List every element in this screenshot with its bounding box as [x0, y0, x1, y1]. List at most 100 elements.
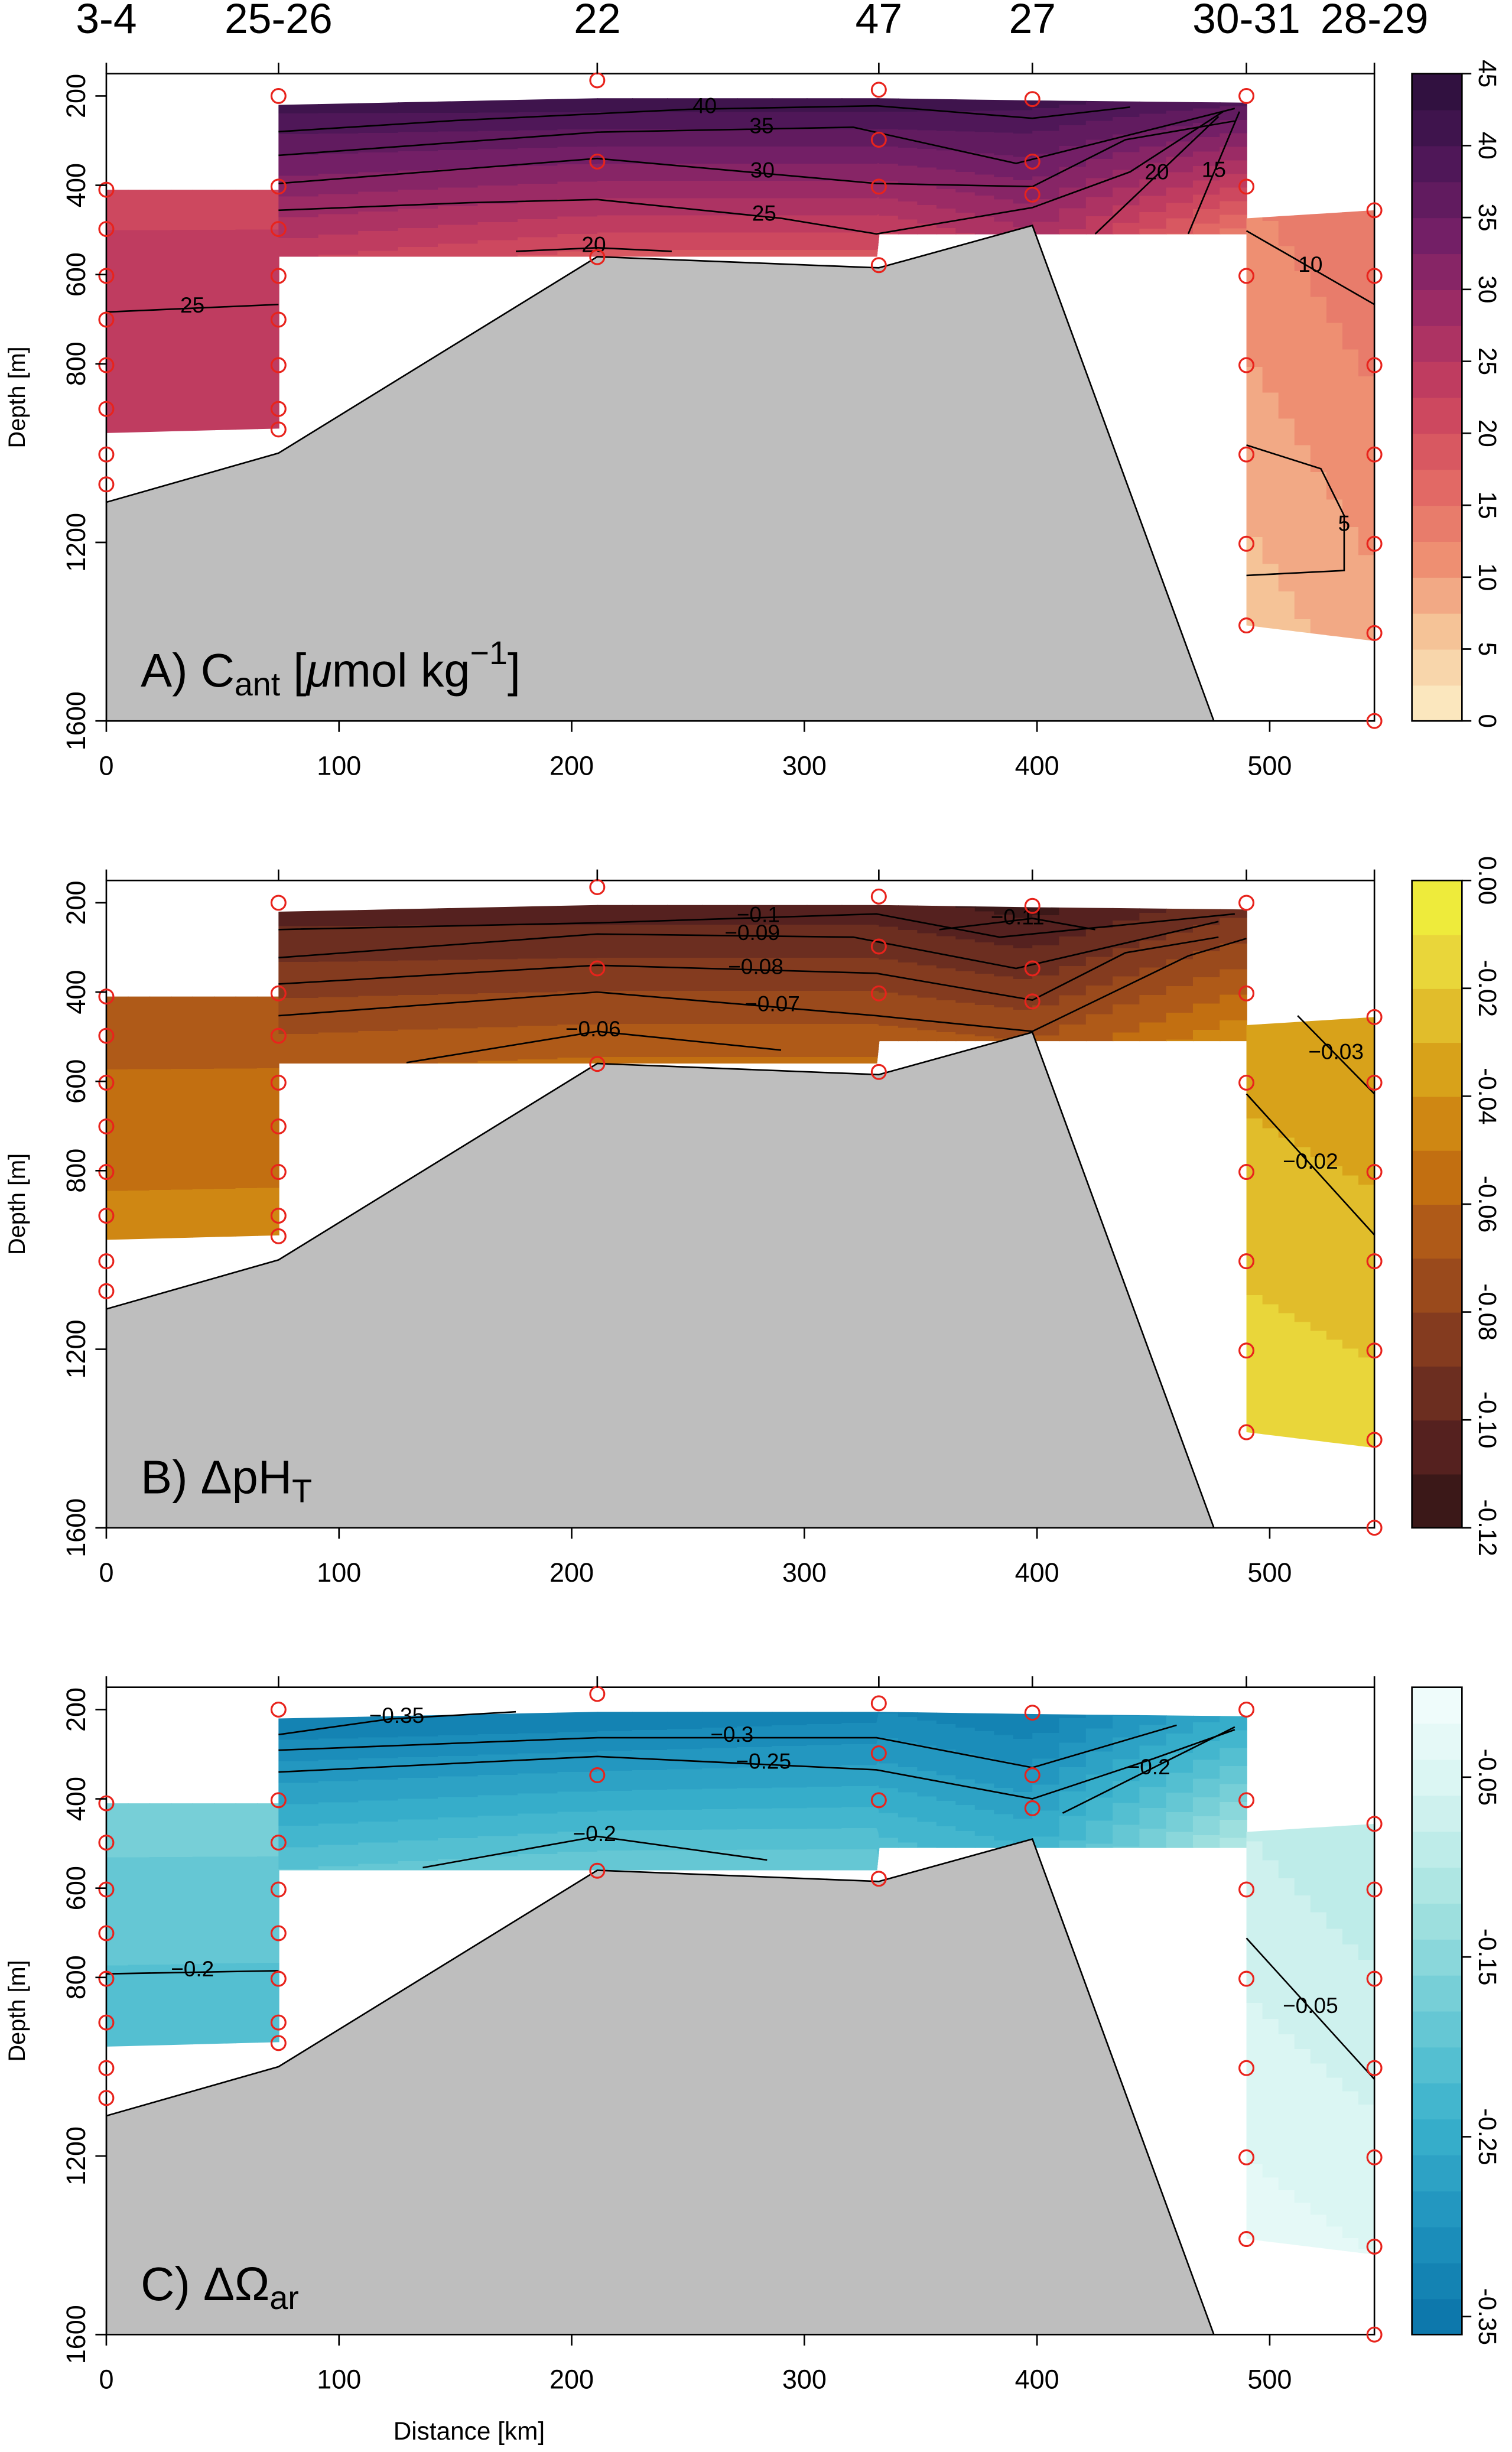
sample-point [270, 1792, 287, 1809]
y-tick-label: 200 [61, 74, 91, 118]
field-strip [128, 996, 151, 1240]
field-strip [477, 906, 519, 1064]
field-strip [517, 1712, 558, 1871]
sample-point [1366, 625, 1383, 641]
field-strip [737, 905, 773, 1064]
field-strip [1059, 1714, 1087, 1848]
colorbar-bin [1412, 1420, 1462, 1475]
field-strip [318, 1716, 359, 1871]
sample-point [98, 268, 115, 284]
sample-point [270, 421, 287, 438]
field-strip [994, 1713, 1014, 1848]
field-region [278, 905, 1247, 1064]
sample-point [270, 1228, 287, 1244]
sample-point [98, 446, 115, 463]
sample-point [589, 154, 606, 170]
colorbar-bin [1412, 1096, 1462, 1151]
y-tick-label: 800 [61, 342, 91, 386]
field-strip [1013, 1713, 1033, 1848]
colorbar-tick-label: -0.15 [1474, 1929, 1501, 1985]
field-strip [171, 1803, 193, 2045]
field-strip [398, 101, 439, 257]
colorbar-frame [1411, 1686, 1463, 2336]
colorbar-tick-label: 40 [1474, 132, 1501, 160]
plot-frame [105, 879, 1376, 1529]
field-strip [1085, 1714, 1114, 1848]
sample-point [98, 181, 115, 198]
sample-point [870, 178, 887, 195]
field-strip [192, 1803, 215, 2045]
colorbar-bin [1412, 2190, 1462, 2227]
colorbar-bin [1412, 325, 1462, 362]
colorbar-tick-label: -0.35 [1474, 2288, 1501, 2345]
contour-line [278, 938, 1247, 1032]
y-axis-title: Depth [m] [4, 346, 30, 448]
x-tick-label: 0 [99, 751, 113, 781]
x-tick-label: 100 [317, 1557, 361, 1588]
sample-point [589, 1862, 606, 1879]
sample-point [870, 257, 887, 274]
contour-label: −0.35 [369, 1703, 425, 1728]
contour-label: −0.2 [1127, 1754, 1170, 1779]
sample-point [98, 221, 115, 238]
field-strip [278, 910, 320, 1064]
field-strip [1326, 212, 1344, 638]
sample-point [1366, 2238, 1383, 2255]
colorbar-bin [1412, 2083, 1462, 2120]
sample-point [98, 1027, 115, 1044]
colorbar-bin [1412, 685, 1462, 722]
sample-point [870, 938, 887, 955]
colorbar-bin [1412, 1939, 1462, 1976]
sample-point [98, 1074, 115, 1091]
x-tick-label: 300 [782, 1557, 827, 1588]
colorbar-tick-label: 0.00 [1474, 856, 1501, 905]
field-strip [1278, 1829, 1296, 2245]
sample-point [270, 2035, 287, 2051]
sample-point [589, 879, 606, 895]
sample-point [1238, 1424, 1255, 1440]
field-strip [841, 98, 877, 257]
bathymetry [106, 1838, 1215, 2335]
sample-point [589, 960, 606, 977]
field-strip [171, 190, 193, 432]
field-region [106, 1803, 279, 2047]
sample-point [98, 357, 115, 373]
x-tick-label: 100 [317, 2365, 361, 2395]
colorbar-tick-label: 15 [1474, 491, 1501, 519]
panel: −0.11 −0.1−0.09 −0.08 −0.07 −0.06 −0.03 −0.02 0… [4, 856, 1501, 1588]
sample-point [589, 1767, 606, 1784]
colorbar-bin [1412, 649, 1462, 686]
colorbar-bin [1412, 1903, 1462, 1940]
field-region [278, 98, 1247, 257]
y-tick-label: 1200 [61, 2126, 91, 2186]
field-strip [214, 1803, 236, 2044]
colorbar-bin [1412, 1365, 1462, 1421]
field-strip [737, 1712, 773, 1871]
sample-point [1024, 993, 1040, 1010]
field-strip [278, 104, 320, 257]
contour-label: 20 [1144, 160, 1169, 184]
field-strip [235, 1803, 258, 2044]
colorbar-bin [1412, 469, 1462, 506]
panel-label-part: μ [305, 644, 332, 697]
field-region [278, 1712, 1247, 1871]
field-strip [936, 906, 957, 1042]
y-tick-label: 400 [61, 1777, 91, 1821]
contour-label: 25 [752, 201, 776, 226]
field-strip [936, 99, 957, 235]
colorbar-bin [1412, 934, 1462, 989]
x-tick-label: 100 [317, 751, 361, 781]
field-strip [477, 100, 519, 257]
field-strip [807, 1712, 843, 1871]
field-strip [149, 996, 172, 1239]
sample-point [1238, 2149, 1255, 2165]
panel-label-part: mol kg [332, 644, 470, 697]
field-strip [632, 1712, 668, 1871]
field-strip [597, 905, 633, 1064]
contour-label: −0.09 [724, 920, 780, 945]
sample-point [98, 311, 115, 328]
sample-point [270, 1208, 287, 1224]
colorbar-tick-label: 5 [1474, 642, 1501, 656]
sample-point [1366, 1816, 1383, 1832]
